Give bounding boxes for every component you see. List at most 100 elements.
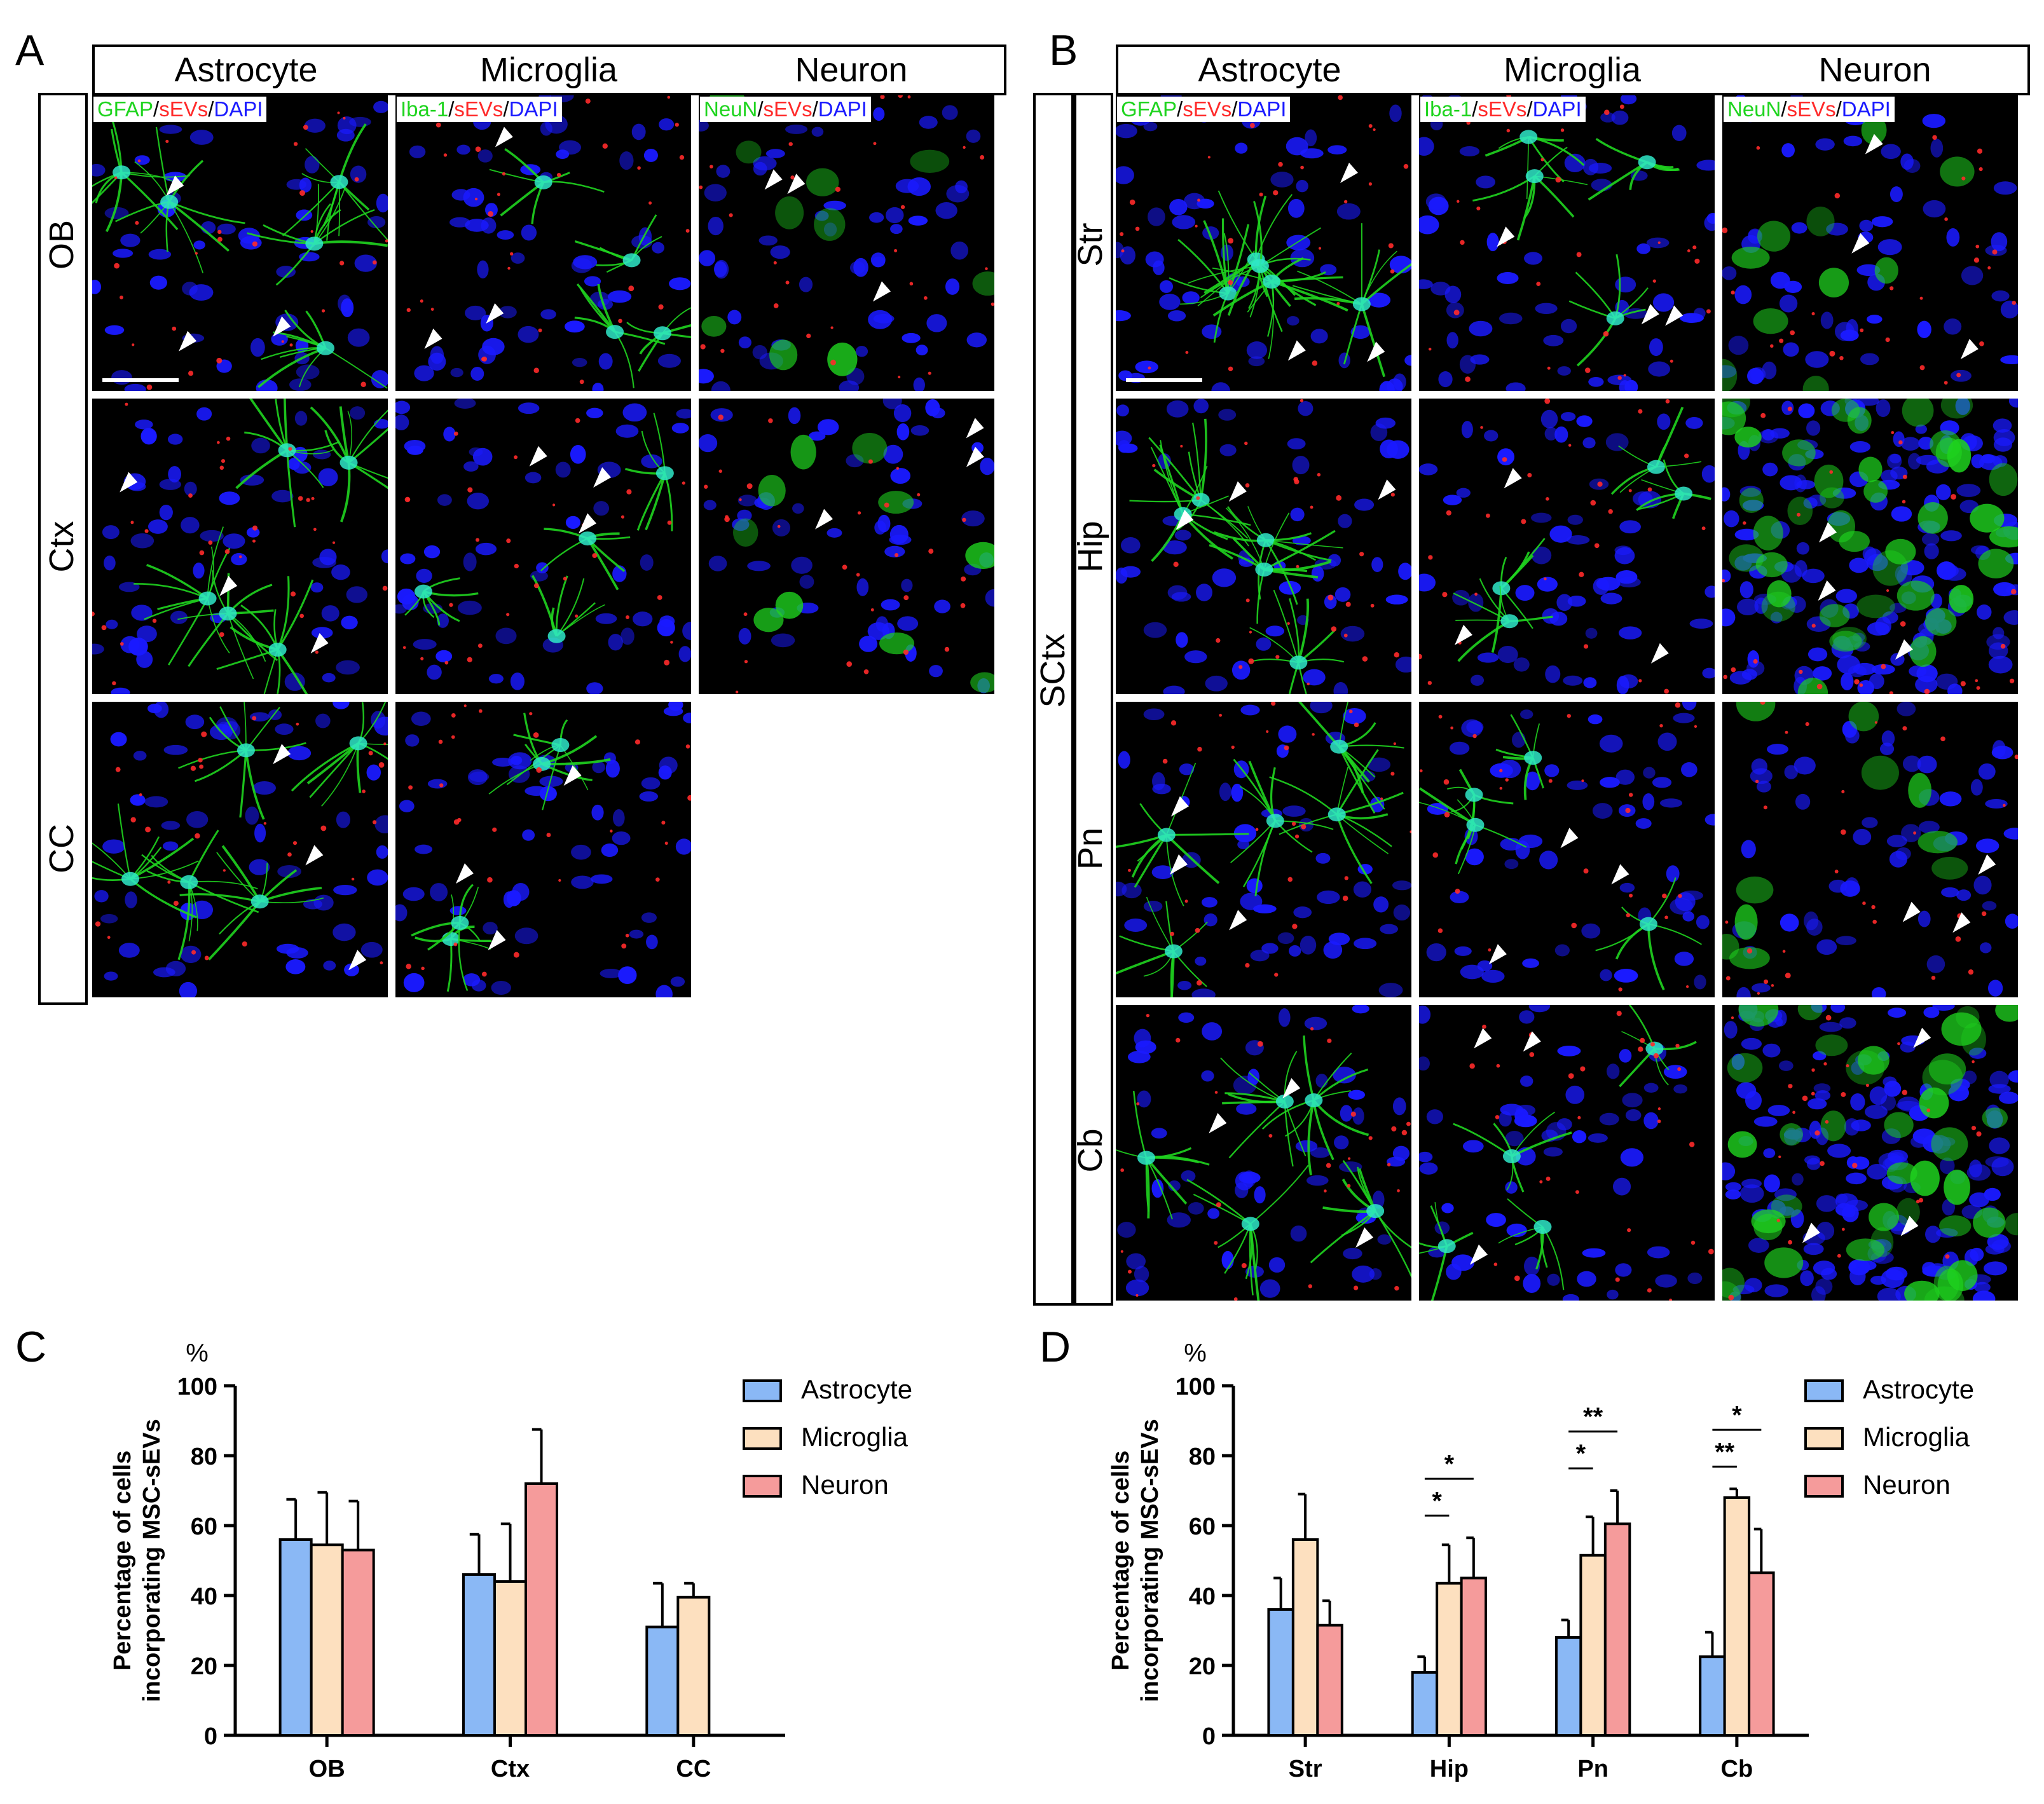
- micrograph-b-r1-c1: [1419, 399, 1715, 694]
- stain-evs: sEVs: [454, 97, 504, 121]
- stain-label: Iba-1/sEVs/DAPI: [1420, 97, 1586, 122]
- legend-label-neuron: Neuron: [801, 1470, 889, 1500]
- unit-label: %: [186, 1339, 209, 1367]
- bar-astrocyte-cc: [645, 1625, 680, 1737]
- bar-microglia-hip: [1436, 1582, 1463, 1737]
- stain-sep1: /: [1472, 97, 1478, 121]
- bar-astrocyte-pn: [1554, 1636, 1582, 1737]
- stain-dapi: DAPI: [509, 97, 558, 121]
- micrograph-a-r2-c0: [92, 702, 388, 997]
- stain-sep1: /: [1781, 97, 1787, 121]
- bar-astrocyte-str: [1267, 1608, 1294, 1737]
- legend-label-astrocyte: Astrocyte: [801, 1374, 912, 1404]
- panel-letter-b: B: [1049, 26, 1078, 74]
- bar-neuron-ob: [341, 1548, 375, 1737]
- panel-b-row-str: Str: [1071, 222, 1109, 267]
- y-tick-label: 40: [191, 1583, 217, 1610]
- stain-marker: GFAP: [1121, 97, 1177, 121]
- bar-astrocyte-ctx: [462, 1573, 496, 1737]
- bar-microglia-pn: [1579, 1554, 1607, 1737]
- stain-dapi: DAPI: [818, 97, 867, 121]
- micrograph-a-r0-c1: Iba-1/sEVs/DAPI: [395, 95, 691, 391]
- y-tick-label: 80: [1189, 1444, 1216, 1470]
- legend-swatch-neuron: [743, 1475, 782, 1498]
- bar-microglia-ob: [310, 1543, 344, 1737]
- panel-letter-a: A: [15, 26, 45, 74]
- stain-sep2: /: [812, 97, 818, 121]
- micrograph-b-r3-c2: [1722, 1005, 2018, 1301]
- micrograph-a-r1-c0: [92, 399, 388, 694]
- bar-astrocyte-ob: [278, 1538, 313, 1737]
- panel-a-col-neuron: Neuron: [795, 51, 908, 89]
- micrograph-a-r1-c1: [395, 399, 691, 694]
- stain-sep1: /: [1177, 97, 1183, 121]
- panel-a-col-astrocyte: Astrocyte: [174, 51, 318, 89]
- stain-label: GFAP/sEVs/DAPI: [1117, 97, 1291, 122]
- panel-letter-d: D: [1039, 1323, 1071, 1371]
- micrograph-b-r3-c0: [1116, 1005, 1411, 1301]
- chart-c: % Percentage of cells incorporating MSC-sE…: [109, 1339, 912, 1782]
- legend-label-microglia: Microglia: [1863, 1422, 1970, 1452]
- x-tick-label: OB: [309, 1756, 345, 1782]
- micrograph-a-r0-c2: NeuN/sEVs/DAPI: [699, 95, 994, 391]
- x-tick-label: CC: [676, 1756, 711, 1782]
- stain-marker: GFAP: [97, 97, 154, 121]
- micrograph-b-r2-c2: [1722, 702, 2018, 997]
- panel-a-row-cc: CC: [43, 824, 81, 873]
- panel-letter-c: C: [15, 1323, 47, 1371]
- y-axis-label: Percentage of cells: [1108, 1451, 1134, 1671]
- stain-sep2: /: [208, 97, 214, 121]
- stain-dapi: DAPI: [1237, 97, 1287, 121]
- panel-a-row-ctx: Ctx: [43, 521, 81, 573]
- y-tick-label: 60: [1189, 1514, 1216, 1540]
- panel-b-row-cb: Cb: [1071, 1128, 1109, 1173]
- y-tick-label: 100: [1176, 1374, 1216, 1400]
- stain-marker: Iba-1: [1424, 97, 1472, 121]
- legend-swatch-neuron: [1804, 1475, 1844, 1498]
- bar-microglia-cc: [676, 1596, 711, 1737]
- stain-evs: sEVs: [1183, 97, 1232, 121]
- y-tick-label: 20: [1189, 1653, 1216, 1680]
- y-axis-label: incorporating MSC-sEVs: [1137, 1419, 1163, 1702]
- significance-star: *: [1432, 1487, 1442, 1515]
- x-tick-label: Cb: [1721, 1756, 1753, 1782]
- stain-label: NeuN/sEVs/DAPI: [700, 97, 871, 122]
- panel-b-group-sctx: SCtx: [1034, 633, 1072, 708]
- stain-marker: NeuN: [1727, 97, 1781, 121]
- stain-sep1: /: [153, 97, 160, 121]
- panel-b-row-hip: Hip: [1071, 521, 1109, 573]
- stain-marker: Iba-1: [401, 97, 449, 121]
- panel-b-col-neuron: Neuron: [1818, 51, 1931, 89]
- panel-b-col-microglia: Microglia: [1503, 51, 1642, 89]
- panel-b-group-header: [1033, 93, 1076, 1306]
- unit-label: %: [1184, 1339, 1207, 1367]
- panel-b-row-header: [1071, 93, 1113, 1306]
- bar-astrocyte-hip: [1411, 1671, 1439, 1737]
- legend-swatch-astrocyte: [743, 1379, 782, 1402]
- stain-sep2: /: [503, 97, 509, 121]
- bar-microglia-ctx: [493, 1580, 528, 1737]
- micrograph-b-r2-c1: [1419, 702, 1715, 997]
- chart-d: % Percentage of cells incorporating MSC-sE…: [1108, 1339, 1974, 1782]
- micrograph-b-r1-c2: [1722, 399, 2018, 694]
- stain-sep1: /: [757, 97, 764, 121]
- y-axis-label: Percentage of cells: [109, 1451, 136, 1671]
- x-tick-label: Ctx: [491, 1756, 530, 1782]
- bar-neuron-str: [1316, 1623, 1343, 1737]
- significance-star: *: [1444, 1450, 1455, 1478]
- panel-b-col-astrocyte: Astrocyte: [1198, 51, 1341, 89]
- x-tick-label: Pn: [1577, 1756, 1608, 1782]
- stain-evs: sEVs: [1478, 97, 1527, 121]
- bar-neuron-cb: [1748, 1571, 1775, 1737]
- bar-neuron-pn: [1603, 1522, 1631, 1737]
- bar-neuron-hip: [1460, 1576, 1488, 1737]
- bar-microglia-cb: [1723, 1496, 1751, 1737]
- stain-sep2: /: [1835, 97, 1842, 121]
- stain-label: GFAP/sEVs/DAPI: [93, 97, 267, 122]
- stain-dapi: DAPI: [214, 97, 263, 121]
- stain-dapi: DAPI: [1841, 97, 1891, 121]
- micrograph-b-r1-c0: [1116, 399, 1411, 694]
- significance-star: *: [1576, 1440, 1586, 1468]
- y-tick-label: 40: [1189, 1583, 1216, 1610]
- y-tick-label: 80: [191, 1444, 217, 1470]
